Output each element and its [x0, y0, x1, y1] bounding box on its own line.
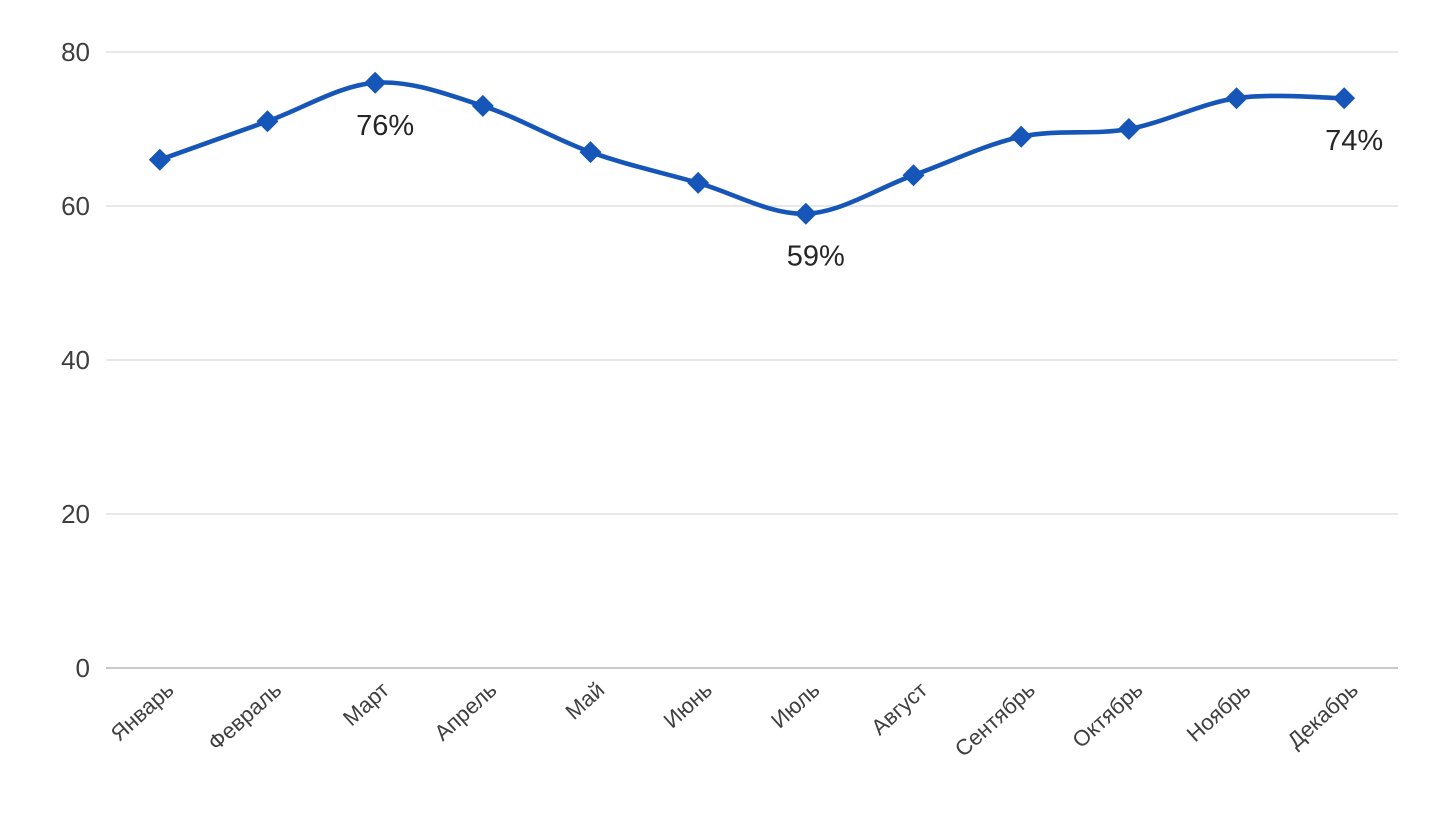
data-point-marker [1225, 87, 1248, 110]
x-category-label: Июнь [659, 677, 717, 733]
y-tick-label: 80 [61, 37, 90, 67]
x-category-label: Июль [766, 677, 824, 733]
x-category-label: Март [338, 677, 394, 731]
x-category-label: Январь [106, 677, 179, 746]
x-category-label: Ноябрь [1182, 677, 1255, 747]
data-point-marker [364, 71, 387, 94]
y-tick-label: 20 [61, 499, 90, 529]
data-point-marker [902, 164, 925, 187]
y-tick-label: 60 [61, 191, 90, 221]
data-point-marker [794, 202, 817, 225]
data-point-marker [1117, 118, 1140, 140]
x-category-label: Октябрь [1067, 677, 1147, 753]
data-point-marker [1010, 125, 1033, 148]
y-tick-label: 0 [76, 653, 90, 683]
data-point-marker [687, 171, 710, 194]
x-category-label: Апрель [429, 677, 501, 746]
data-point-marker [148, 148, 171, 171]
data-point-marker [471, 94, 494, 117]
data-point-marker [256, 110, 279, 133]
x-category-label: Август [866, 677, 932, 740]
data-point-marker [1333, 87, 1356, 110]
x-category-label: Май [560, 677, 609, 724]
y-tick-label: 40 [61, 345, 90, 375]
data-point-marker [579, 141, 602, 164]
x-category-label: Февраль [203, 677, 286, 755]
x-category-label: Сентябрь [950, 677, 1040, 762]
data-label: 76% [356, 110, 414, 142]
data-label: 74% [1325, 125, 1383, 157]
series-line [157, 80, 1347, 217]
x-category-label: Декабрь [1282, 677, 1362, 753]
data-label: 59% [787, 241, 845, 273]
